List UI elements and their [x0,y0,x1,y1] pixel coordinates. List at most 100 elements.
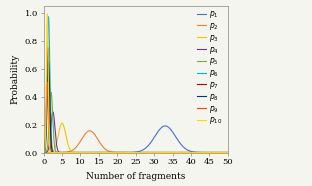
$p_1$ [179,143,183,145]
$p_9$ [46,81,49,84]
$p_2$ [193,151,197,154]
$p_2$ [152,151,156,154]
$p_7$ [112,151,116,154]
$p_1$ [226,151,230,154]
$p_5$ [193,151,197,154]
$p_{10}$ [193,151,197,154]
$p_1$ [42,151,46,154]
$p_4$ [193,151,197,154]
$p_7$ [162,151,165,154]
$p_4$ [129,151,133,154]
$p_5$ [113,151,117,154]
$p_8$ [96,151,100,154]
$p_1$ [193,151,197,153]
$p_6$ [42,151,46,153]
$p_2$ [226,151,230,154]
$p_8$ [42,151,46,154]
$p_9$ [179,151,183,154]
$p_7$ [193,151,197,154]
$p_9$ [42,151,46,153]
$p_7$ [75,151,79,154]
$p_5$ [112,151,116,154]
$p_9$ [193,151,197,154]
$p_9$ [112,151,116,154]
$p_{10}$ [46,13,49,15]
$p_6$ [162,151,165,154]
$p_6$ [100,151,104,154]
$p_8$ [112,151,116,154]
Line: $p_2$: $p_2$ [44,131,228,153]
$p_{10}$ [152,151,156,154]
$p_4$ [152,151,156,154]
$p_2$ [75,145,79,147]
$p_2$ [179,151,183,154]
$p_3$ [60,122,64,124]
$p_4$ [179,151,183,154]
$p_6$ [75,151,79,154]
$p_5$ [42,151,46,154]
Line: $p_3$: $p_3$ [44,123,228,153]
Line: $p_9$: $p_9$ [44,83,228,153]
$p_1$ [152,137,156,139]
Line: $p_5$: $p_5$ [44,92,228,153]
$p_4$ [42,151,46,154]
$p_8$ [75,151,79,154]
Line: $p_7$: $p_7$ [44,48,228,153]
$p_7$ [42,151,46,153]
$p_8$ [193,151,197,154]
$p_5$ [226,151,230,154]
Line: $p_8$: $p_8$ [44,62,228,153]
$p_6$ [46,16,50,18]
$p_9$ [85,151,89,154]
$p_6$ [226,151,230,154]
$p_4$ [112,151,116,154]
Line: $p_1$: $p_1$ [44,126,228,153]
$p_4$ [226,151,230,154]
$p_3$ [226,151,230,154]
$p_8$ [152,151,156,154]
$p_9$ [162,151,165,154]
$p_6$ [152,151,156,154]
$p_{10}$ [112,151,116,154]
$p_1$ [112,151,116,154]
$p_3$ [202,151,206,154]
$p_2$ [162,151,165,154]
$p_8$ [226,151,230,154]
$p_{10}$ [162,151,165,154]
$p_9$ [226,151,230,154]
$p_7$ [226,151,230,154]
$p_{10}$ [42,151,46,154]
$p_5$ [179,151,183,154]
Legend: $p_1$, $p_2$, $p_3$, $p_4$, $p_5$, $p_6$, $p_7$, $p_8$, $p_9$, $p_{10}$: $p_1$, $p_2$, $p_3$, $p_4$, $p_5$, $p_6$… [197,9,222,126]
$p_1$ [75,151,79,154]
$p_3$ [152,151,156,154]
$p_3$ [162,151,165,154]
$p_2$ [88,130,92,132]
$p_4$ [75,151,79,154]
Y-axis label: Probability: Probability [10,54,19,104]
Line: $p_4$: $p_4$ [44,112,228,153]
$p_6$ [193,151,197,154]
$p_4$ [162,151,165,154]
$p_8$ [179,151,183,154]
$p_4$ [51,111,55,113]
$p_3$ [179,151,183,154]
$p_5$ [75,151,79,154]
$p_3$ [112,151,116,154]
$p_5$ [49,91,53,93]
$p_7$ [46,46,50,49]
$p_7$ [179,151,183,154]
$p_{10}$ [226,151,230,154]
$p_7$ [89,151,92,154]
$p_8$ [162,151,165,154]
Line: $p_{10}$: $p_{10}$ [44,14,228,153]
$p_3$ [75,151,79,154]
$p_2$ [42,151,46,154]
$p_7$ [152,151,156,154]
X-axis label: Number of fragments: Number of fragments [86,172,185,181]
$p_3$ [42,151,46,154]
$p_{10}$ [81,151,85,154]
$p_{10}$ [179,151,183,154]
$p_1$ [163,125,167,127]
$p_9$ [75,151,79,154]
